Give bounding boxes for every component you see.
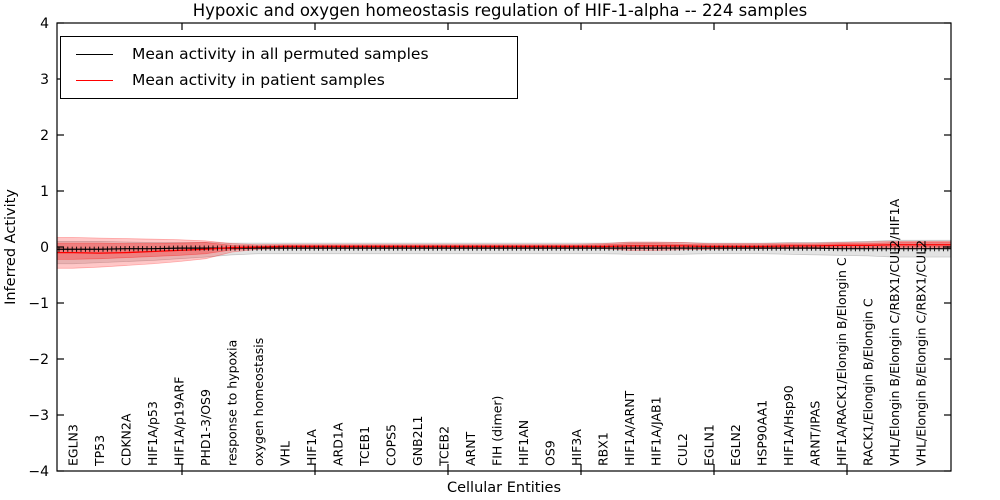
axes-layer [56,22,952,475]
x-tick-label: HIF1A/Hsp90 [781,385,796,466]
x-tick-label: PHD1-3/OS9 [198,389,213,466]
chart-title: Hypoxic and oxygen homeostasis regulatio… [193,1,808,20]
x-tick-label: CUL2 [675,433,690,466]
x-tick-label: HIF1A/RACK1/Elongin B/Elongin C [834,257,849,466]
band-layer [56,237,952,269]
x-tick-label: HSP90AA1 [755,400,770,466]
x-tick-label: EGLN3 [66,424,81,466]
x-tick-label: ARNT [463,431,478,466]
x-tick-label: TP53 [92,435,107,467]
x-tick-label: HIF1A/ARNT [622,390,637,466]
series-layer [57,244,951,254]
y-tick-label: 2 [40,128,49,144]
x-tick-label: HIF1A/p19ARF [172,377,187,466]
permuted-mean-line [57,247,951,250]
x-tick-label: FIH (dimer) [490,396,505,466]
x-tick-label: RBX1 [596,432,611,466]
x-tick-label: TCEB1 [357,426,372,467]
x-tick-label: ARD1A [331,422,346,466]
legend-item-permuted: Mean activity in all permuted samples [76,44,517,63]
x-tick-label: response to hypoxia [225,340,240,466]
legend-label-patient: Mean activity in patient samples [132,71,385,89]
x-tick-label: GNB2L1 [410,416,425,466]
x-tick-label: VHL [278,441,293,466]
legend-item-patient: Mean activity in patient samples [76,71,517,89]
x-tick-label: RACK1/Elongin B/Elongin C [861,298,876,466]
y-tick-label: −2 [28,352,49,368]
patient-mean-line [57,244,951,254]
x-tick-label: HIF1AN [516,420,531,466]
x-tick-label: VHL/Elongin B/Elongin C/RBX1/CUL2 [914,240,929,466]
x-tick-label: VHL/Elongin B/Elongin C/RBX1/CUL2/HIF1A [887,198,902,466]
sample-tick-marks [58,245,949,252]
y-tick-label: 3 [40,72,49,88]
x-tick-label: TCEB2 [437,426,452,467]
y-tick-label: −3 [28,408,49,424]
x-tick-label: HIF1A/JAB1 [649,396,664,466]
x-tick-label: ARNT/IPAS [808,401,823,466]
x-tick-label: CDKN2A [119,413,134,466]
y-tick-label: 1 [40,184,49,200]
y-axis-title: Inferred Activity [3,189,19,305]
x-tick-label: HIF3A [569,429,584,466]
legend: Mean activity in all permuted samples Me… [60,36,518,99]
x-axis-title: Cellular Entities [447,480,561,496]
y-tick-label: −1 [28,296,49,312]
x-tick-label: OS9 [543,440,558,466]
x-tick-label: HIF1A/p53 [145,401,160,466]
x-tick-label: EGLN2 [728,424,743,466]
x-tick-label: oxygen homeostasis [251,338,266,466]
legend-label-permuted: Mean activity in all permuted samples [132,44,429,63]
patient-line-swatch [76,80,113,82]
x-tick-label: EGLN1 [702,424,717,466]
permuted-line-swatch [76,53,113,55]
tick-label-layer: 4 3 2 1 0 −1 −2 −3 −4 EGLN3 TP53 CDKN2A HIF1A/p53 HIF… [28,16,928,480]
y-tick-label: 4 [40,16,49,32]
x-tick-label: HIF1A [304,429,319,466]
y-tick-label: −4 [28,464,49,480]
x-tick-label: COPS5 [384,424,399,466]
y-tick-label: 0 [40,240,49,256]
